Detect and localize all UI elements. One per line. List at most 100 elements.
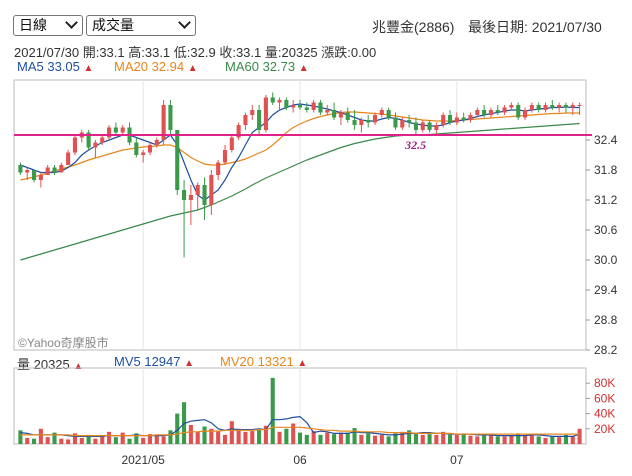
volume-y-tick-label: 20K	[594, 422, 615, 436]
quote-low: 低:32.9	[173, 45, 216, 60]
reference-line-label: 32.5	[404, 138, 426, 152]
up-arrow-icon: ▲	[73, 361, 84, 372]
candle-body	[297, 105, 303, 108]
volume-bar	[563, 434, 568, 444]
volume-bar	[434, 434, 439, 444]
x-tick-label: 06	[293, 453, 307, 467]
stock-name: 兆豐金(2886)	[372, 19, 455, 35]
candle-body	[86, 132, 91, 148]
legend-ma20-text: MA20 32.94	[114, 59, 185, 74]
candle-body	[407, 120, 412, 123]
volume-bar	[482, 434, 487, 444]
legend-mv5-text: MV5 12947	[114, 354, 181, 369]
legend-mv5: MV5 12947 ▲	[114, 354, 194, 369]
period-select[interactable]: 日線	[13, 15, 83, 36]
volume-bar	[447, 434, 453, 444]
candle-body	[38, 175, 43, 180]
price-y-tick-label: 30.0	[594, 253, 618, 267]
volume-bar	[86, 434, 91, 444]
volume-bar	[400, 431, 405, 444]
candle-body	[461, 117, 466, 120]
candle-body	[529, 105, 534, 110]
volume-bar	[543, 437, 548, 444]
candle-body	[441, 115, 446, 125]
mv20-line	[20, 426, 580, 437]
volume-bar	[161, 436, 166, 444]
candle-body	[216, 162, 221, 175]
candle-body	[93, 142, 98, 148]
ma20-line	[20, 111, 580, 181]
candle-body	[366, 120, 371, 123]
volume-bar	[468, 435, 473, 444]
volume-bar	[38, 428, 43, 444]
volume-bar	[18, 430, 23, 444]
candle-body	[113, 127, 118, 133]
volume-bar	[372, 435, 378, 444]
volume-bar	[216, 431, 221, 444]
candle-body	[32, 170, 37, 180]
volume-bar	[557, 437, 562, 444]
candle-body	[454, 117, 459, 123]
price-y-tick-label: 28.8	[594, 313, 618, 327]
candle-body	[168, 105, 173, 130]
candle-body	[222, 150, 228, 163]
volume-bar	[352, 428, 357, 444]
volume-bar	[325, 432, 330, 444]
candle-body	[202, 185, 207, 205]
candle-body	[120, 127, 125, 133]
candle-body	[475, 110, 480, 115]
candle-body	[325, 110, 330, 113]
candle-body	[386, 110, 391, 118]
volume-bar	[209, 428, 214, 444]
volume-bar	[393, 433, 398, 444]
volume-bar	[120, 432, 125, 444]
volume-bar	[202, 426, 207, 444]
x-tick-label: 2021/05	[121, 453, 165, 467]
candle-body	[393, 117, 398, 128]
candle-body	[257, 110, 262, 130]
volume-bar	[475, 436, 480, 444]
legend-ma60-text: MA60 32.73	[225, 59, 296, 74]
candle-body	[107, 127, 112, 138]
candle-body	[72, 137, 78, 153]
candle-body	[563, 105, 568, 108]
price-y-tick-label: 31.8	[594, 163, 618, 177]
candle-body	[420, 122, 425, 130]
candle-body	[536, 105, 541, 110]
candle-body	[495, 110, 500, 113]
quote-open: 開:33.1	[82, 45, 125, 60]
volume-bar	[454, 434, 459, 444]
candle-body	[570, 105, 575, 108]
volume-bar	[263, 425, 268, 444]
volume-bar	[536, 436, 541, 444]
volume-bar	[577, 428, 582, 444]
volume-bar	[386, 436, 391, 444]
volume-bar	[93, 438, 98, 444]
volume-bar	[25, 437, 30, 444]
candle-body	[250, 110, 255, 115]
volume-bar	[502, 436, 507, 444]
volume-bar	[488, 434, 493, 444]
quote-line: 2021/07/30 開:33.1 高:33.1 低:32.9 收:33.1 量…	[14, 42, 376, 61]
candle-body	[263, 97, 268, 130]
volume-bar	[147, 434, 153, 444]
indicator-select[interactable]: 成交量	[86, 15, 196, 36]
candle-body	[359, 120, 364, 125]
candle-body	[447, 115, 453, 123]
x-tick-label: 07	[450, 453, 464, 467]
quote-date: 2021/07/30	[14, 45, 80, 60]
candle-body	[338, 112, 343, 118]
price-y-tick-label: 32.4	[594, 133, 618, 147]
candle-body	[161, 105, 166, 140]
volume-bar	[495, 436, 500, 444]
candle-body	[413, 122, 418, 130]
up-arrow-icon: ▲	[187, 63, 198, 74]
volume-bar	[332, 434, 337, 444]
candle-body	[147, 145, 153, 153]
candle-body	[509, 105, 514, 108]
volume-y-tick-label: 40K	[594, 407, 615, 421]
legend-ma60: MA60 32.73 ▲	[225, 59, 309, 74]
volume-bar	[154, 435, 159, 444]
legend-ma5-text: MA5 33.05	[17, 59, 80, 74]
